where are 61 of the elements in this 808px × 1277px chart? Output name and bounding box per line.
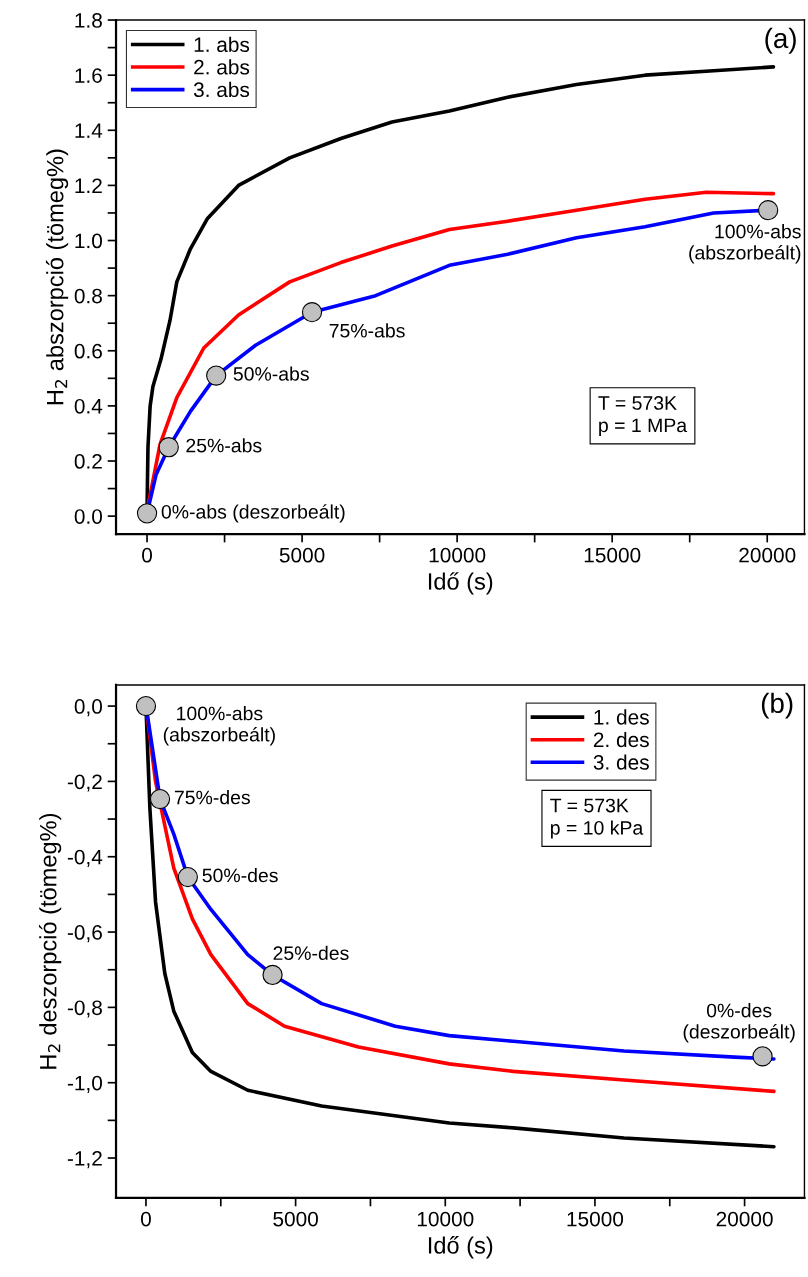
x-tick-label: 10000 (417, 1211, 474, 1227)
point (158, 437, 179, 458)
annotation: 25%-abs (186, 438, 262, 453)
point (177, 866, 198, 888)
x-axis-title: Idő (s) (428, 1236, 493, 1259)
y-tick-label: 0.8 (74, 288, 102, 304)
y-tick-label: 1.8 (75, 13, 102, 28)
y-axis-title: H$_{2}$ abszorpció (tömeg%) (45, 149, 69, 405)
x-tick-label: 0 (142, 547, 153, 563)
x-tick-label: 15000 (584, 547, 641, 563)
annotation: 0%-abs (deszorbeált) (161, 504, 345, 523)
y-tick-label: 1.6 (75, 68, 102, 83)
point (149, 788, 171, 810)
x-tick-label: 0 (140, 1211, 151, 1227)
annotation: 25%-des (273, 945, 349, 961)
point (206, 365, 227, 386)
y-tick-label: -0,2 (67, 774, 102, 792)
y-tick-label: 0,0 (74, 699, 103, 717)
y-tick-label: 0.6 (74, 343, 102, 359)
x-tick-label: 5000 (273, 1211, 318, 1227)
annotation: (b) (761, 692, 793, 719)
x-tick-label: 20000 (716, 1211, 773, 1227)
legend-label: 1. des (594, 709, 649, 725)
y-tick-label: -0,4 (67, 849, 103, 867)
point (758, 200, 779, 221)
y-tick-label: 1.0 (75, 233, 103, 249)
legend-label: 3. abs (193, 81, 250, 98)
legend-label: 2. des (593, 731, 649, 748)
y-tick-label: -1,0 (67, 1075, 103, 1093)
annotation: 75%-des (174, 790, 250, 805)
annotation: 50%-des (202, 868, 278, 883)
point (301, 302, 323, 323)
y-axis-title: H$_{2}$ deszorpció (tömeg%) (38, 814, 62, 1069)
annotation: T = 573K p = 10 kPa (550, 798, 644, 839)
annotation: (a) (765, 27, 796, 54)
annotation: 0%-des (deszorbeált) (683, 1003, 795, 1043)
y-tick-label: -1,2 (67, 1151, 102, 1169)
x-tick-label: 10000 (429, 547, 486, 563)
x-tick-label: 15000 (567, 1211, 624, 1227)
y-tick-label: 1.2 (75, 178, 102, 193)
annotation: 100%-abs (abszorbeált) (689, 224, 801, 264)
annotation: 50%-abs (233, 366, 309, 381)
y-tick-label: 1.4 (75, 123, 103, 138)
annotation: T = 573K p = 1 MPa (598, 396, 688, 437)
annotation: 100%-abs (abszorbeált) (163, 706, 275, 746)
x-tick-label: 20000 (739, 547, 796, 563)
legend-label: 1. abs (194, 36, 250, 53)
point (135, 695, 157, 717)
point (752, 1046, 773, 1067)
y-tick-label: -0,8 (67, 1000, 102, 1018)
x-axis-title: Idő (s) (428, 572, 493, 595)
y-tick-label: 0.4 (74, 398, 103, 414)
point (136, 503, 158, 524)
y-tick-label: -0,6 (67, 925, 102, 943)
y-tick-label: 0.0 (74, 509, 103, 524)
x-tick-label: 5000 (279, 547, 325, 563)
point (262, 964, 283, 986)
annotation: 75%-abs (329, 323, 405, 338)
y-tick-label: 0.2 (74, 454, 102, 469)
legend-label: 2. abs (194, 59, 250, 75)
legend-label: 3. des (593, 754, 649, 770)
